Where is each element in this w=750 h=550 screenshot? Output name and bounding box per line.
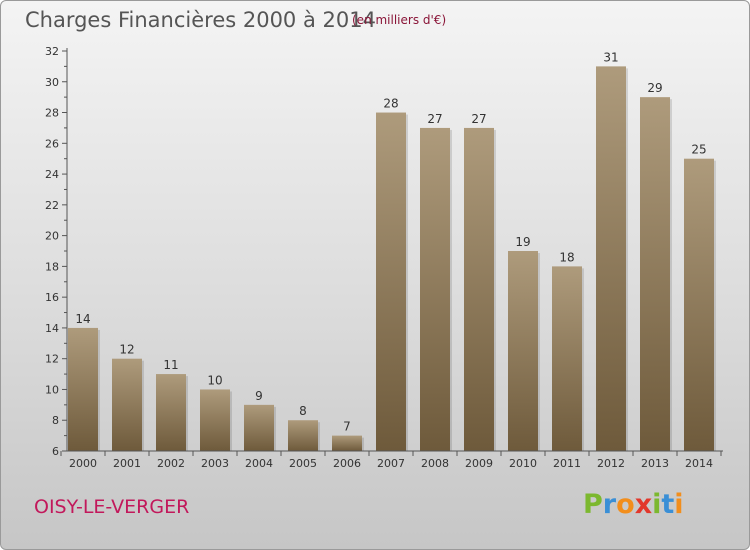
brand-letter: r xyxy=(602,489,617,520)
bar-value-label: 27 xyxy=(471,112,486,126)
x-tick-label: 2010 xyxy=(509,457,537,470)
y-tick-label: 26 xyxy=(45,137,59,150)
bar xyxy=(420,127,450,451)
x-tick-label: 2001 xyxy=(113,457,141,470)
y-tick-label: 16 xyxy=(45,291,59,304)
bar-value-label: 29 xyxy=(647,81,662,95)
chart-title: Charges Financières 2000 à 2014 xyxy=(25,8,376,32)
brand-letter: P xyxy=(583,489,603,520)
y-tick-label: 30 xyxy=(45,76,59,89)
bar xyxy=(552,266,582,451)
x-tick-label: 2007 xyxy=(377,457,405,470)
x-tick-label: 2014 xyxy=(685,457,713,470)
y-tick-label: 8 xyxy=(52,414,59,427)
brand-letter: i xyxy=(652,489,662,520)
x-tick-label: 2009 xyxy=(465,457,493,470)
proxiti-logo: Proxiti xyxy=(583,489,684,520)
bar xyxy=(508,251,538,451)
brand-letter: o xyxy=(616,489,635,520)
y-tick-label: 24 xyxy=(45,168,59,181)
bar-value-label: 8 xyxy=(299,404,307,418)
x-tick-label: 2002 xyxy=(157,457,185,470)
brand-letter: x xyxy=(634,489,653,520)
x-tick-label: 2004 xyxy=(245,457,273,470)
bar xyxy=(684,158,714,451)
y-tick-label: 18 xyxy=(45,260,59,273)
brand-letter: i xyxy=(674,489,684,520)
y-tick-label: 32 xyxy=(45,45,59,58)
bar-value-label: 14 xyxy=(75,312,90,326)
bar-value-label: 11 xyxy=(163,358,178,372)
y-tick-label: 20 xyxy=(45,230,59,243)
y-axis: 6 8 10 12 14 16 18 20 22 24 26 28 30 32 xyxy=(45,45,68,458)
x-tick-label: 2012 xyxy=(597,457,625,470)
x-tick-label: 2013 xyxy=(641,457,669,470)
x-tick-label: 2003 xyxy=(201,457,229,470)
bar-value-label: 27 xyxy=(427,112,442,126)
bar xyxy=(112,358,142,451)
x-tick-label: 2006 xyxy=(333,457,361,470)
bar xyxy=(464,127,494,451)
bar xyxy=(68,327,98,451)
bar-value-label: 7 xyxy=(343,420,351,434)
y-tick-label: 12 xyxy=(45,353,59,366)
x-tick-label: 2005 xyxy=(289,457,317,470)
bar-value-label: 28 xyxy=(383,97,398,111)
brand-letter: t xyxy=(661,489,675,520)
bar-value-label: 12 xyxy=(119,343,134,357)
x-axis: 2000 2001 2002 2003 2004 2005 2006 2007 2008 2009… xyxy=(60,450,723,470)
y-tick-label: 6 xyxy=(52,445,59,458)
bar-value-label: 31 xyxy=(603,50,618,64)
bar-value-label: 9 xyxy=(255,389,263,403)
bar xyxy=(596,66,626,451)
bar xyxy=(332,435,362,451)
chart-subtitle: (en milliers d'€) xyxy=(352,13,447,27)
bar-value-label: 18 xyxy=(559,250,574,264)
bar xyxy=(376,112,406,452)
x-tick-label: 2008 xyxy=(421,457,449,470)
bars: 14 12 11 10 9 8 7 28 27 27 19 18 31 29 25 xyxy=(68,50,716,452)
bar xyxy=(200,389,230,451)
y-tick-label: 10 xyxy=(45,383,59,396)
commune-name: OISY-LE-VERGER xyxy=(34,496,190,518)
bar-value-label: 10 xyxy=(207,373,222,387)
bar-value-label: 25 xyxy=(691,143,706,157)
y-tick-label: 22 xyxy=(45,199,59,212)
bar xyxy=(244,404,274,451)
x-tick-label: 2000 xyxy=(69,457,97,470)
bar xyxy=(156,374,186,451)
bar-value-label: 19 xyxy=(515,235,530,249)
y-tick-label: 28 xyxy=(45,107,59,120)
bar xyxy=(640,97,670,452)
y-tick-label: 14 xyxy=(45,322,59,335)
x-tick-label: 2011 xyxy=(553,457,581,470)
bar xyxy=(288,420,318,451)
